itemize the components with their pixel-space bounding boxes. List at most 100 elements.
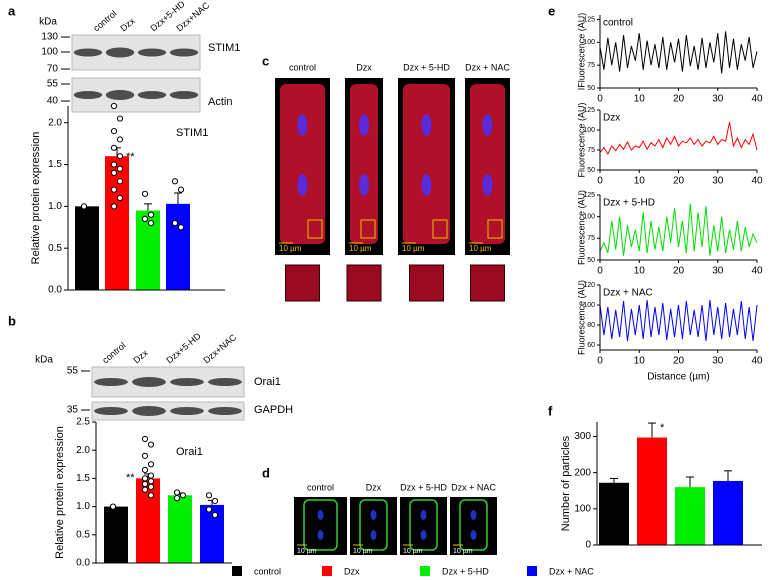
- data-point: [80, 203, 88, 210]
- lane-label: Dzx+NAC: [201, 332, 238, 366]
- blot-band: [105, 90, 135, 100]
- chart-title: Dzx + NAC: [603, 288, 653, 299]
- panel-label: e: [548, 3, 555, 18]
- y-tick-label: 2.5: [76, 417, 90, 428]
- data-point: [173, 489, 181, 496]
- x-tick-label: 20: [673, 94, 685, 105]
- x-tick-label: 20: [673, 176, 685, 187]
- nucleus: [421, 114, 432, 136]
- lane-label: control: [289, 62, 316, 72]
- y-tick-label: 75: [587, 62, 595, 69]
- blot-band: [94, 407, 128, 415]
- blot-band: [169, 48, 199, 57]
- y-tick-label: 80: [587, 322, 595, 329]
- x-tick-label: 0: [597, 356, 603, 367]
- blot-band: [132, 377, 166, 387]
- data-point: [116, 115, 124, 122]
- marker-label: 35: [67, 405, 79, 416]
- bar: [168, 495, 192, 563]
- legend-swatch: [527, 566, 537, 576]
- y-tick-label: 125: [583, 192, 595, 199]
- y-tick-label: 50: [587, 85, 595, 92]
- data-point: [147, 483, 155, 490]
- marker-label: 70: [47, 64, 59, 75]
- y-tick-label: 2.0: [48, 117, 62, 128]
- nucleus: [420, 510, 427, 520]
- panel-label: f: [548, 403, 553, 418]
- blot-strip: [91, 401, 245, 421]
- cell: [280, 84, 325, 244]
- y-tick-label: 120: [583, 282, 595, 289]
- y-tick-label: 200: [574, 467, 591, 478]
- blot-band: [208, 378, 242, 386]
- data-point: [171, 219, 179, 227]
- bar: [713, 480, 743, 545]
- nucleus: [359, 174, 369, 196]
- legend-swatch: [420, 566, 430, 576]
- roi-box: [432, 219, 448, 239]
- data-point: [110, 102, 118, 110]
- lane-label: Dzx: [118, 15, 137, 33]
- nucleus: [370, 530, 377, 540]
- y-tick-label: 0.5: [48, 243, 62, 254]
- marker-label: 130: [41, 32, 58, 43]
- x-tick-label: 20: [673, 266, 685, 277]
- cell: [470, 84, 505, 244]
- nucleus: [470, 510, 477, 520]
- x-tick-label: 10: [634, 356, 646, 367]
- y-tick-label: 1.0: [76, 501, 90, 512]
- data-point: [141, 435, 149, 443]
- x-tick-label: 40: [751, 94, 763, 105]
- blot-band: [132, 406, 166, 416]
- band-label: Orai1: [254, 376, 281, 388]
- data-point: [110, 203, 118, 210]
- x-tick-label: 10: [634, 176, 646, 187]
- data-point: [141, 452, 149, 459]
- y-tick-label: 0.0: [76, 558, 90, 569]
- y-tick-label: 50: [587, 257, 595, 264]
- nucleus: [317, 510, 324, 520]
- line-series: [599, 299, 758, 342]
- bar: [75, 206, 99, 290]
- cell-outline: [303, 499, 338, 551]
- bar: [200, 504, 224, 563]
- bar: [166, 203, 190, 290]
- band-label: STIM1: [208, 42, 240, 54]
- micrograph: [450, 497, 497, 555]
- nucleus: [297, 114, 308, 136]
- y-tick-label: 100: [583, 302, 595, 309]
- y-tick-label: 125: [583, 107, 595, 114]
- lane-label: Dzx: [366, 482, 382, 492]
- data-point: [171, 178, 179, 185]
- y-axis-label: Relative protein expression: [30, 132, 42, 265]
- data-point: [110, 161, 118, 168]
- chart-title: Dzx: [603, 113, 620, 124]
- blot-band: [170, 407, 204, 415]
- x-axis-label: Distance (µm): [647, 372, 709, 383]
- nucleus: [482, 174, 493, 196]
- scale-label: 10 µm: [349, 244, 372, 253]
- y-tick-label: 60: [587, 342, 595, 349]
- legend-swatch: [322, 566, 332, 576]
- roi-box: [307, 219, 323, 239]
- lane-label: Dzx + NAC: [465, 62, 510, 72]
- annotation: *: [660, 422, 665, 434]
- y-tick-label: 100: [583, 214, 595, 221]
- data-point: [110, 144, 118, 151]
- data-point: [147, 211, 155, 218]
- zoom-inset: [409, 264, 444, 302]
- data-point: [147, 219, 155, 227]
- y-tick-label: 1.0: [48, 201, 62, 212]
- blot-band: [137, 91, 167, 99]
- lane-label: Dzx + 5-HD: [403, 62, 450, 72]
- bar: [105, 156, 129, 290]
- lane-label: Dzx+5-HD: [164, 331, 203, 366]
- data-point: [110, 169, 118, 177]
- marker-label: 55: [47, 79, 59, 90]
- data-point: [110, 186, 118, 193]
- y-axis-label: Fluorescence (AU): [576, 102, 586, 177]
- lane-label: Dzx: [356, 62, 372, 72]
- bar: [675, 487, 705, 545]
- blot-band: [105, 47, 135, 58]
